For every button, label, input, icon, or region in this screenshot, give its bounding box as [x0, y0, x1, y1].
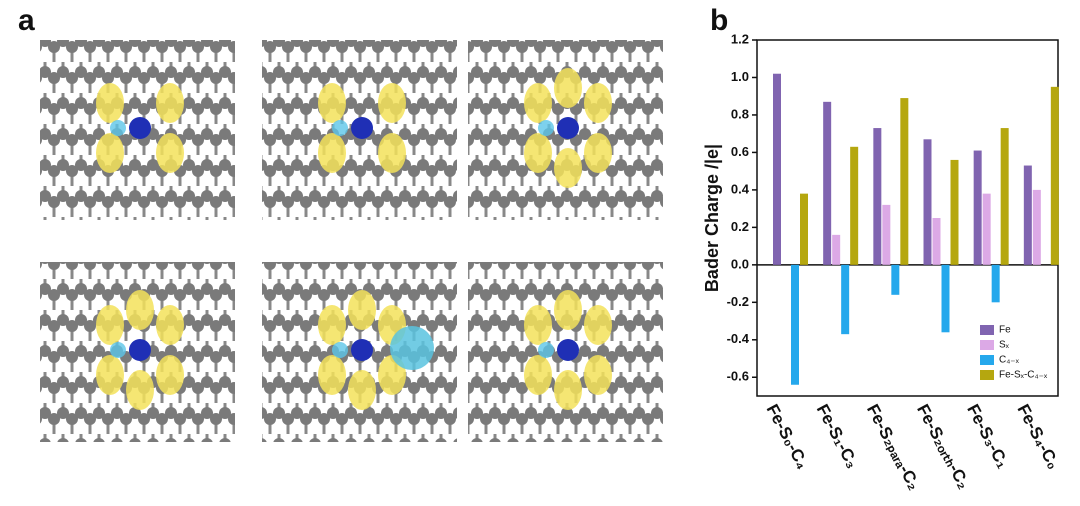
charge-density: [96, 133, 124, 173]
bar: [923, 139, 932, 265]
x-tick-label: Fe-S₄-C₀: [1013, 401, 1063, 472]
y-tick-label: 0.4: [731, 181, 750, 196]
y-tick-label: 0.2: [731, 219, 749, 234]
fe-atom: [557, 117, 579, 139]
bar: [882, 204, 891, 265]
y-tick-label: -0.6: [727, 369, 749, 384]
bar: [941, 264, 950, 333]
charge-density: [156, 133, 184, 173]
x-tick-label: Fe-S₀-C₄: [763, 401, 813, 472]
charge-density: [318, 83, 346, 123]
y-tick-label: 0.6: [731, 144, 749, 159]
bar: [800, 193, 808, 265]
charge-density: [584, 305, 612, 345]
legend-label: Fe-Sₓ-C₄₋ₓ: [999, 370, 1048, 381]
charge-density: [584, 133, 612, 173]
y-tick-label: 0.8: [731, 106, 749, 121]
charge-density: [156, 83, 184, 123]
charge-density: [96, 305, 124, 345]
bar: [982, 193, 991, 265]
charge-density: [348, 290, 376, 330]
charge-density: [110, 342, 126, 358]
charge-density: [96, 83, 124, 123]
x-tick-label: Fe-S₂ₚₐᵣₐ-C₂: [863, 401, 924, 493]
fe-atom: [129, 339, 151, 361]
panel-label: a: [18, 4, 35, 37]
charge-density: [318, 305, 346, 345]
bar: [1050, 86, 1059, 265]
charge-density: [156, 305, 184, 345]
legend-label: C₄₋ₓ: [999, 355, 1020, 366]
charge-density: [524, 305, 552, 345]
legend-swatch: [980, 325, 994, 335]
charge-density: [554, 68, 582, 108]
bar: [773, 73, 781, 265]
x-tick-label: Fe-S₂ₒᵣₜₕ-C₂: [913, 401, 973, 492]
charge-density: [584, 83, 612, 123]
charge-density: [584, 355, 612, 395]
bar-chart: -0.6 -0.4 -0.2 0.0 0.2 0.4 0.6 0.8 1.0 1.2 Bader C…: [702, 31, 1064, 493]
y-tick-label: 1.2: [731, 31, 749, 46]
charge-density: [390, 326, 434, 370]
bar: [1032, 189, 1041, 265]
bar: [841, 264, 850, 335]
bar: [1023, 165, 1032, 265]
legend-swatch: [980, 340, 994, 350]
charge-density: [318, 355, 346, 395]
charge-density: [554, 148, 582, 188]
charge-density: [126, 290, 154, 330]
legend-label: Fe: [999, 325, 1011, 336]
bar: [873, 128, 882, 265]
bar: [791, 264, 799, 385]
y-tick-label: 1.0: [731, 69, 749, 84]
charge-density: [110, 120, 126, 136]
charge-density: [156, 355, 184, 395]
y-tick-label: -0.4: [727, 331, 750, 346]
y-tick-label: 0.0: [731, 256, 749, 271]
legend-label: Sₓ: [999, 340, 1010, 351]
bar: [950, 159, 959, 265]
legend-swatch: [980, 370, 994, 380]
legend-swatch: [980, 355, 994, 365]
structures: [40, 40, 663, 442]
bar: [891, 264, 900, 295]
charge-density: [524, 133, 552, 173]
panel-label: b: [710, 4, 728, 37]
charge-density: [318, 133, 346, 173]
bar: [900, 98, 909, 265]
bar: [973, 150, 982, 265]
charge-density: [524, 355, 552, 395]
charge-density: [538, 120, 554, 136]
bar: [823, 101, 832, 265]
bar: [991, 264, 1000, 303]
x-tick-label: Fe-S₁-C₃: [813, 401, 862, 471]
bar: [932, 218, 941, 265]
y-tick-label: -0.2: [727, 294, 749, 309]
charge-density: [96, 355, 124, 395]
bar: [1000, 128, 1009, 265]
bar: [850, 146, 859, 265]
charge-density: [524, 83, 552, 123]
charge-density: [378, 83, 406, 123]
fe-atom: [351, 117, 373, 139]
x-tick-label: Fe-S₃-C₁: [963, 401, 1012, 471]
charge-density: [378, 133, 406, 173]
charge-density: [332, 342, 348, 358]
charge-density: [126, 370, 154, 410]
charge-density: [348, 370, 376, 410]
bar: [832, 234, 841, 265]
charge-density: [538, 342, 554, 358]
y-axis-label: Bader Charge /|e|: [702, 144, 722, 292]
charge-density: [554, 370, 582, 410]
fe-atom: [557, 339, 579, 361]
fe-atom: [129, 117, 151, 139]
charge-density: [332, 120, 348, 136]
fe-atom: [351, 339, 373, 361]
charge-density: [554, 290, 582, 330]
